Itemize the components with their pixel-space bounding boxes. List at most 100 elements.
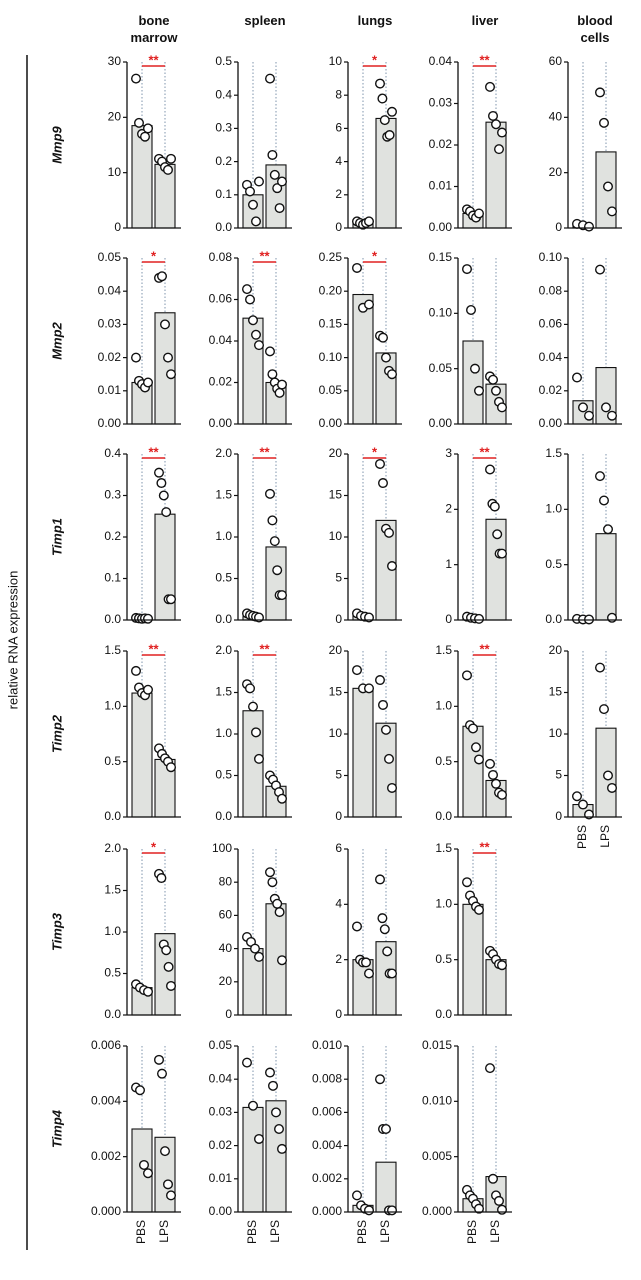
- data-point: [474, 1203, 485, 1214]
- y-tick-label: 0.0: [435, 809, 452, 823]
- data-point: [379, 115, 390, 126]
- data-point: [387, 369, 398, 380]
- y-tick-label: 0.004: [312, 1138, 342, 1152]
- data-point: [253, 176, 264, 187]
- y-tick-label: 20: [329, 643, 343, 657]
- data-point: [156, 873, 167, 884]
- y-tick-label: 1.5: [215, 488, 232, 502]
- y-tick-label: 0.08: [539, 283, 563, 297]
- data-point: [277, 176, 288, 187]
- x-tick-label: LPS: [488, 1220, 502, 1243]
- data-point: [379, 924, 390, 935]
- data-point: [584, 221, 595, 232]
- data-point: [265, 1067, 276, 1078]
- data-point: [488, 110, 499, 121]
- y-tick-label: 0.04: [539, 350, 563, 364]
- bar: [154, 312, 176, 425]
- data-point: [253, 753, 264, 764]
- significance-label: *: [151, 248, 157, 263]
- bar: [375, 352, 397, 425]
- bar: [242, 710, 264, 818]
- y-tick-label: 0.008: [312, 1071, 342, 1085]
- data-point: [378, 332, 389, 343]
- y-tick-label: 20: [219, 974, 233, 988]
- significance-label: **: [259, 641, 270, 656]
- y-tick-label: 0.05: [98, 250, 122, 264]
- data-point: [488, 769, 499, 780]
- data-point: [271, 1107, 282, 1118]
- y-tick-label: 60: [549, 54, 563, 68]
- y-tick-label: 0.3: [104, 488, 121, 502]
- y-tick-label: 60: [219, 908, 233, 922]
- bar: [265, 1100, 287, 1213]
- data-point: [274, 387, 285, 398]
- column-header: bone marrow: [130, 13, 178, 45]
- y-tick-label: 0.1: [104, 571, 121, 585]
- significance-label: **: [479, 641, 490, 656]
- data-point: [382, 946, 393, 957]
- data-point: [265, 346, 276, 357]
- y-tick-label: 1.0: [435, 699, 452, 713]
- data-point: [599, 704, 610, 715]
- data-point: [156, 1068, 167, 1079]
- data-point: [139, 131, 150, 142]
- bar: [131, 692, 153, 818]
- data-point: [162, 1179, 173, 1190]
- y-tick-label: 0: [335, 809, 342, 823]
- data-point: [268, 1080, 279, 1091]
- row-label: Timp3: [49, 912, 64, 951]
- data-point: [497, 402, 508, 413]
- data-point: [133, 117, 144, 128]
- x-tick-label: LPS: [268, 1220, 282, 1243]
- data-point: [138, 1159, 149, 1170]
- data-point: [247, 701, 258, 712]
- data-point: [468, 723, 479, 734]
- data-point: [488, 1173, 499, 1184]
- y-axis-label: relative RNA expression: [5, 571, 20, 710]
- y-tick-label: 4: [335, 154, 342, 168]
- data-point: [595, 264, 606, 275]
- data-point: [381, 1123, 392, 1134]
- data-point: [497, 548, 508, 559]
- significance-label: **: [148, 52, 159, 67]
- y-tick-label: 2.0: [104, 841, 121, 855]
- y-tick-label: 2: [335, 187, 342, 201]
- y-tick-label: 0.3: [215, 121, 232, 135]
- y-tick-label: 0: [335, 220, 342, 234]
- y-tick-label: 10: [329, 54, 343, 68]
- data-point: [462, 264, 473, 275]
- y-tick-label: 0.01: [209, 1171, 233, 1185]
- data-point: [142, 1168, 153, 1179]
- data-point: [462, 877, 473, 888]
- data-point: [267, 877, 278, 888]
- y-tick-label: 20: [329, 446, 343, 460]
- data-point: [165, 1190, 176, 1201]
- data-point: [489, 501, 500, 512]
- row-label: Timp2: [49, 714, 64, 753]
- data-point: [247, 315, 258, 326]
- y-tick-label: 10: [549, 726, 563, 740]
- y-tick-label: 0.0: [435, 1007, 452, 1021]
- data-point: [265, 488, 276, 499]
- y-tick-label: 0.04: [429, 54, 453, 68]
- data-point: [599, 495, 610, 506]
- y-tick-label: 5: [335, 768, 342, 782]
- data-point: [267, 515, 278, 526]
- y-tick-label: 0.2: [215, 154, 232, 168]
- data-point: [250, 216, 261, 227]
- data-point: [474, 613, 485, 624]
- data-point: [572, 791, 583, 802]
- data-point: [165, 980, 176, 991]
- data-point: [165, 762, 176, 773]
- y-tick-label: 20: [108, 110, 122, 124]
- y-tick-label: 0.04: [209, 1071, 233, 1085]
- y-tick-label: 2.0: [215, 446, 232, 460]
- data-point: [497, 960, 508, 971]
- y-tick-label: 1: [445, 557, 452, 571]
- data-point: [272, 898, 283, 909]
- bar: [242, 1106, 264, 1213]
- data-point: [491, 778, 502, 789]
- bar: [352, 687, 374, 818]
- data-point: [595, 471, 606, 482]
- data-point: [375, 1074, 386, 1085]
